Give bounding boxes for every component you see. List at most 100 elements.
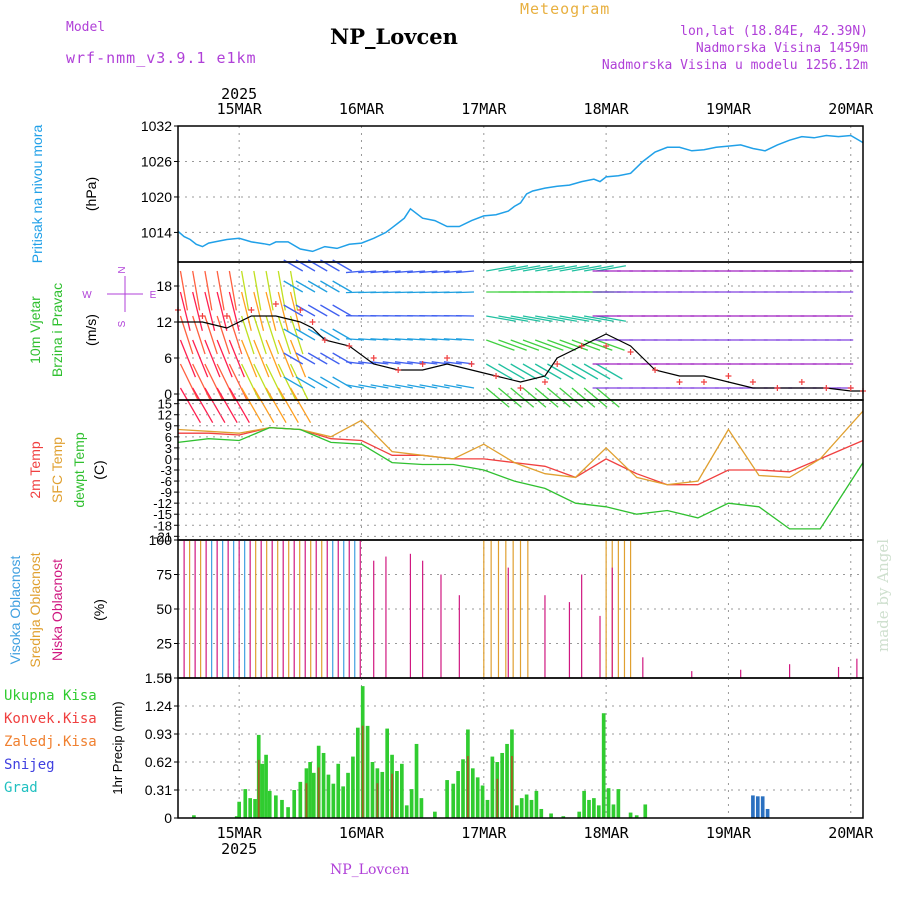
bottom-date-label: 18MAR — [584, 824, 630, 842]
wind-gust-marker — [370, 355, 377, 361]
wind-ylabel-1: 10m Vjetar — [27, 296, 43, 364]
wind-arrow — [522, 315, 553, 322]
wind-arrow — [307, 328, 328, 341]
wind-arrow — [241, 363, 260, 401]
compass-rose — [107, 276, 143, 312]
wind-arrow — [559, 387, 584, 408]
precip-bar — [643, 804, 648, 818]
precip-conv-bar — [317, 767, 320, 818]
wind-arrow — [522, 363, 550, 380]
precip-bar — [380, 771, 385, 818]
precip-bar — [243, 789, 248, 818]
compass-s-label: S — [117, 320, 128, 327]
wind-arrow — [283, 328, 304, 341]
wind-arrow — [419, 384, 438, 389]
wind-arrow — [241, 339, 258, 378]
wind-arrow — [228, 363, 248, 401]
wind-arrow — [295, 280, 316, 293]
wind-arrow — [596, 265, 626, 272]
top-date-label: 17MAR — [461, 100, 507, 118]
wind-arrow — [240, 315, 255, 355]
precip-bar — [395, 771, 399, 818]
wind-arrow — [295, 304, 316, 317]
bottom-date-label: 16MAR — [339, 824, 385, 842]
wind-arrow — [179, 291, 191, 331]
wind-ytick-label: 6 — [164, 350, 172, 366]
precip-bar — [549, 813, 553, 818]
precip-legend-item: Snijeg — [4, 757, 55, 773]
precip-bar — [346, 772, 350, 818]
wind-arrow — [283, 376, 304, 389]
bottom-date-label: 15MAR — [217, 824, 263, 842]
wind-arrow — [382, 384, 401, 389]
wind-arrow — [583, 363, 611, 380]
precip-bar — [534, 790, 539, 818]
wind-arrow — [559, 363, 586, 380]
wind-arrow — [289, 270, 299, 311]
wind-arrow — [559, 315, 590, 322]
pressure-ytick-label: 1020 — [141, 189, 172, 205]
model-elevation: Nadmorska Visina u modelu 1256.12m — [601, 58, 868, 73]
temperature-ytick-label: -18 — [153, 518, 172, 533]
precip-bar — [755, 796, 760, 818]
wind-arrow — [204, 339, 221, 378]
wind-gust-marker — [517, 385, 524, 391]
temperature-ytick-label: -6 — [160, 474, 172, 489]
wind-gust-marker — [346, 343, 353, 349]
wind-arrow — [277, 387, 299, 423]
precip-bar — [751, 795, 755, 818]
top-date-label: 19MAR — [706, 100, 752, 118]
precip-conv-bar — [361, 725, 364, 818]
wind-arrow — [307, 280, 328, 293]
low-cloud-label: Niska Oblacnost — [49, 559, 65, 661]
precip-ytick-label: 0.93 — [145, 726, 172, 742]
precip-bar — [475, 777, 480, 818]
precip-bar — [321, 752, 326, 818]
wind-arrow — [295, 376, 316, 389]
wind-arrow — [253, 291, 265, 331]
wind-arrow — [534, 339, 564, 351]
wind-gust-marker — [321, 337, 328, 343]
precip-bar — [760, 796, 765, 818]
wind-arrow — [456, 291, 475, 294]
wind-arrow — [345, 361, 365, 365]
temp-sfc-label: SFC Temp — [49, 437, 65, 503]
precip-bar — [505, 743, 509, 818]
precip-bar — [365, 725, 370, 818]
precip-bar — [404, 805, 409, 818]
wind-arrow — [204, 315, 218, 355]
wind-gust-marker — [725, 373, 732, 379]
precip-bar — [461, 759, 465, 818]
temperature-ytick-label: 6 — [165, 430, 172, 445]
wind-arrow — [358, 338, 377, 341]
precip-bar — [326, 774, 331, 818]
wind-arrow — [547, 315, 578, 322]
wind-arrow — [179, 339, 197, 378]
wind-arrow — [535, 265, 565, 272]
location-coordinates: lon,lat (18.84E, 42.39N) — [680, 24, 868, 39]
clouds-ytick-label: 25 — [156, 636, 172, 652]
precip-bar — [253, 799, 257, 818]
precip-bar — [616, 789, 621, 818]
temperature-ytick-label: -15 — [153, 507, 172, 522]
wind-gust-marker — [444, 355, 451, 361]
precip-bar — [433, 811, 437, 818]
wind-ytick-label: 0 — [164, 386, 172, 402]
wind-arrow — [583, 315, 614, 322]
temperature-ytick-label: 12 — [158, 408, 172, 423]
compass-w-label: W — [82, 290, 92, 301]
wind-arrow — [283, 352, 304, 365]
wind-arrow — [289, 315, 304, 355]
precip-ytick-label: 1.55 — [145, 670, 172, 686]
wind-arrow — [216, 291, 228, 331]
wind-arrow — [192, 270, 201, 311]
wind-arrow — [307, 376, 328, 389]
precip-legend-item: Konvek.Kisa — [4, 711, 97, 727]
precip-frame — [177, 677, 864, 819]
wind-arrow — [395, 384, 413, 389]
precip-bar — [414, 743, 419, 818]
precip-bar — [308, 762, 312, 818]
wind-arrow — [456, 384, 475, 389]
wind-gust-marker — [248, 307, 255, 313]
temperature-ytick-label: -21 — [153, 529, 172, 544]
